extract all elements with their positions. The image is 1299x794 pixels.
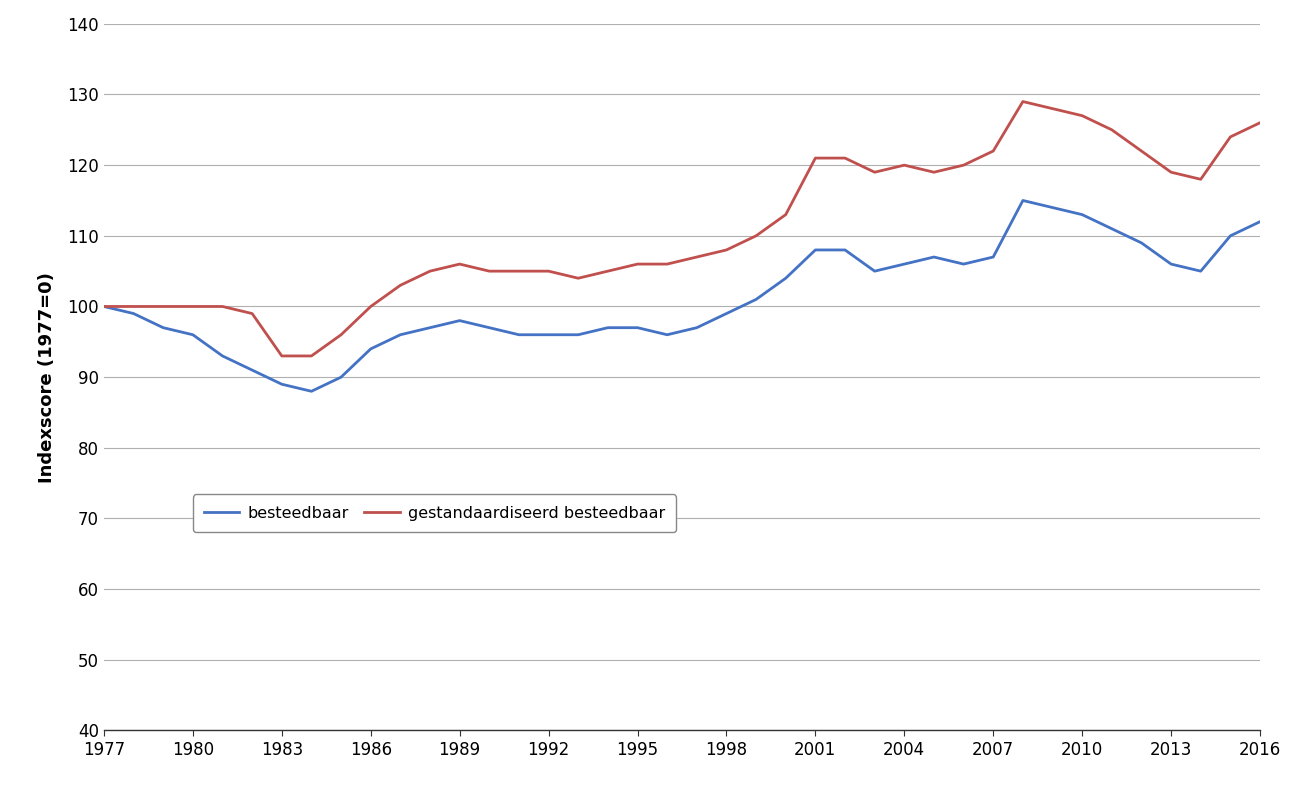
gestandaardiseerd besteedbaar: [511, 266, 526, 276]
gestandaardiseerd besteedbaar: [452, 260, 468, 269]
besteedbaar: [926, 252, 942, 262]
gestandaardiseerd besteedbaar: [896, 160, 912, 170]
besteedbaar: [956, 260, 972, 269]
besteedbaar: [1134, 238, 1150, 248]
besteedbaar: [540, 330, 556, 340]
besteedbaar: [482, 323, 498, 333]
gestandaardiseerd besteedbaar: [748, 231, 764, 241]
besteedbaar: [96, 302, 112, 311]
gestandaardiseerd besteedbaar: [96, 302, 112, 311]
besteedbaar: [244, 365, 260, 375]
besteedbaar: [748, 295, 764, 304]
besteedbaar: [1252, 217, 1268, 226]
gestandaardiseerd besteedbaar: [540, 266, 556, 276]
Line: besteedbaar: besteedbaar: [104, 201, 1260, 391]
gestandaardiseerd besteedbaar: [422, 266, 438, 276]
gestandaardiseerd besteedbaar: [1192, 175, 1208, 184]
gestandaardiseerd besteedbaar: [956, 160, 972, 170]
gestandaardiseerd besteedbaar: [660, 260, 675, 269]
besteedbaar: [718, 309, 734, 318]
besteedbaar: [274, 380, 290, 389]
gestandaardiseerd besteedbaar: [778, 210, 794, 219]
gestandaardiseerd besteedbaar: [362, 302, 378, 311]
besteedbaar: [1015, 196, 1030, 206]
gestandaardiseerd besteedbaar: [838, 153, 853, 163]
gestandaardiseerd besteedbaar: [1222, 132, 1238, 141]
gestandaardiseerd besteedbaar: [1134, 146, 1150, 156]
gestandaardiseerd besteedbaar: [1044, 104, 1060, 114]
gestandaardiseerd besteedbaar: [866, 168, 882, 177]
gestandaardiseerd besteedbaar: [214, 302, 230, 311]
besteedbaar: [896, 260, 912, 269]
besteedbaar: [214, 351, 230, 360]
besteedbaar: [126, 309, 142, 318]
gestandaardiseerd besteedbaar: [570, 273, 586, 283]
gestandaardiseerd besteedbaar: [1104, 125, 1120, 134]
gestandaardiseerd besteedbaar: [718, 245, 734, 255]
gestandaardiseerd besteedbaar: [630, 260, 646, 269]
Y-axis label: Indexscore (1977=0): Indexscore (1977=0): [38, 272, 56, 483]
besteedbaar: [184, 330, 200, 340]
besteedbaar: [630, 323, 646, 333]
besteedbaar: [1104, 224, 1120, 233]
besteedbaar: [688, 323, 704, 333]
gestandaardiseerd besteedbaar: [244, 309, 260, 318]
besteedbaar: [866, 266, 882, 276]
besteedbaar: [1044, 202, 1060, 212]
gestandaardiseerd besteedbaar: [808, 153, 824, 163]
gestandaardiseerd besteedbaar: [184, 302, 200, 311]
gestandaardiseerd besteedbaar: [688, 252, 704, 262]
besteedbaar: [986, 252, 1002, 262]
besteedbaar: [334, 372, 349, 382]
besteedbaar: [600, 323, 616, 333]
gestandaardiseerd besteedbaar: [1164, 168, 1179, 177]
gestandaardiseerd besteedbaar: [926, 168, 942, 177]
besteedbaar: [511, 330, 526, 340]
besteedbaar: [392, 330, 408, 340]
besteedbaar: [570, 330, 586, 340]
besteedbaar: [1074, 210, 1090, 219]
gestandaardiseerd besteedbaar: [304, 351, 320, 360]
besteedbaar: [422, 323, 438, 333]
gestandaardiseerd besteedbaar: [126, 302, 142, 311]
besteedbaar: [1164, 260, 1179, 269]
gestandaardiseerd besteedbaar: [392, 280, 408, 290]
gestandaardiseerd besteedbaar: [1074, 111, 1090, 121]
gestandaardiseerd besteedbaar: [1252, 118, 1268, 128]
besteedbaar: [660, 330, 675, 340]
besteedbaar: [1192, 266, 1208, 276]
besteedbaar: [156, 323, 171, 333]
gestandaardiseerd besteedbaar: [482, 266, 498, 276]
besteedbaar: [304, 387, 320, 396]
besteedbaar: [778, 273, 794, 283]
besteedbaar: [1222, 231, 1238, 241]
gestandaardiseerd besteedbaar: [274, 351, 290, 360]
gestandaardiseerd besteedbaar: [986, 146, 1002, 156]
gestandaardiseerd besteedbaar: [1015, 97, 1030, 106]
Line: gestandaardiseerd besteedbaar: gestandaardiseerd besteedbaar: [104, 102, 1260, 356]
besteedbaar: [808, 245, 824, 255]
besteedbaar: [362, 344, 378, 353]
besteedbaar: [838, 245, 853, 255]
gestandaardiseerd besteedbaar: [334, 330, 349, 340]
Legend: besteedbaar, gestandaardiseerd besteedbaar: besteedbaar, gestandaardiseerd besteedba…: [192, 495, 675, 532]
besteedbaar: [452, 316, 468, 326]
gestandaardiseerd besteedbaar: [156, 302, 171, 311]
gestandaardiseerd besteedbaar: [600, 266, 616, 276]
